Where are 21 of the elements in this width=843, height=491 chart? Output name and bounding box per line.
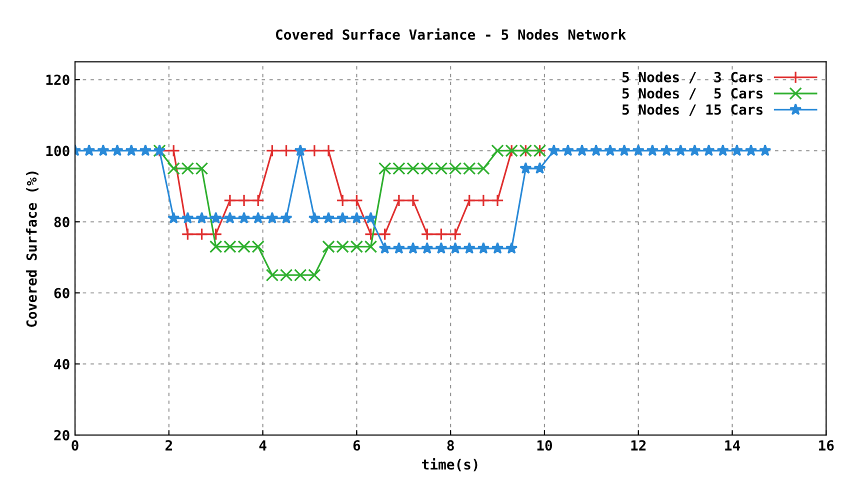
y-tick-label: 40 xyxy=(54,358,70,370)
legend-label: 5 Nodes / 15 Cars xyxy=(622,104,763,116)
y-tick-label: 80 xyxy=(54,216,70,228)
x-axis-title: time(s) xyxy=(422,458,478,472)
x-tick-label: 12 xyxy=(631,440,646,450)
legend-label: 5 Nodes / 5 Cars xyxy=(622,88,763,100)
y-tick-label: 120 xyxy=(46,74,70,86)
y-tick-label: 60 xyxy=(54,288,70,298)
chart-title: Covered Surface Variance - 5 Nodes Network xyxy=(276,28,626,40)
y-axis-title: Covered Surface (%) xyxy=(26,172,38,327)
x-tick-label: 10 xyxy=(537,440,552,451)
x-tick-label: 16 xyxy=(819,440,834,451)
legend-label: 5 Nodes / 3 Cars xyxy=(622,72,763,84)
x-tick-label: 14 xyxy=(725,440,740,450)
y-tick-label: 100 xyxy=(46,146,70,156)
x-tick-label: 4 xyxy=(259,440,266,450)
x-tick-label: 2 xyxy=(166,440,172,450)
x-tick-label: 6 xyxy=(353,440,360,451)
y-tick-label: 20 xyxy=(54,430,70,440)
x-tick-label: 8 xyxy=(447,440,454,451)
x-tick-label: 0 xyxy=(72,440,78,451)
